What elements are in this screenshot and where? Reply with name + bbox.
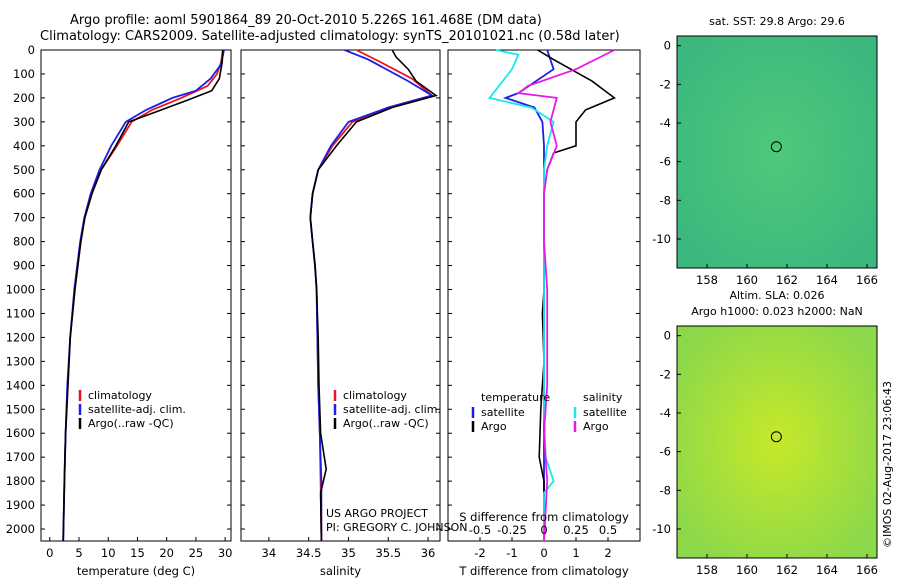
diff-t-tick-label: -1 [506, 546, 517, 560]
sla_map-lat-tick-label: -10 [652, 522, 671, 536]
depth-tick-label: 1500 [6, 402, 35, 416]
differences-series-salinity-argo [516, 49, 615, 542]
sst_map-lat-tick-label: -10 [652, 232, 671, 246]
sla_map-lon-tick-label: 166 [856, 563, 878, 577]
depth-tick-label: 100 [13, 67, 35, 81]
diff-t-tick-label: 1 [572, 546, 579, 560]
salinity-x-tick-label: 36 [421, 546, 436, 560]
diff-legend-temperature-label: satellite [481, 406, 525, 419]
sst_map-lon-tick-label: 162 [776, 273, 798, 287]
sst_map-lat-tick-label: 0 [664, 39, 671, 53]
diff-s-tick-label: 0 [540, 523, 547, 537]
sla_map-lat-tick-label: -4 [660, 406, 671, 420]
depth-tick-label: 900 [13, 259, 35, 273]
sla_map-argo-marker [770, 431, 782, 443]
figure-title-line2: Climatology: CARS2009. Satellite-adjuste… [40, 29, 620, 44]
sst_map-lon-tick-label: 160 [736, 273, 758, 287]
diff-s-tick-label: 0.25 [563, 523, 589, 537]
sst_map-title: sat. SST: 29.8 Argo: 29.6 [709, 15, 845, 28]
salinity-x-axis-label: salinity [320, 564, 361, 578]
diff-legend-temperature-title: temperature [481, 391, 550, 404]
sla_map-lon-tick-label: 164 [816, 563, 838, 577]
diff-s-axis-label: S difference from climatology [459, 510, 629, 524]
depth-tick-label: 0 [28, 43, 35, 57]
sst_map-lat-tick-label: -8 [660, 193, 671, 207]
depth-tick-label: 400 [13, 139, 35, 153]
depth-tick-label: 600 [13, 187, 35, 201]
temperature-x-tick-label: 15 [130, 546, 145, 560]
sst_map-lon-tick-label: 164 [816, 273, 838, 287]
temperature-legend-label: climatology [88, 389, 152, 402]
depth-tick-label: 1000 [6, 283, 35, 297]
salinity-series-argo-raw-qc- [309, 49, 438, 542]
sst_map-lon-tick-label: 158 [696, 273, 718, 287]
depth-tick-label: 1300 [6, 354, 35, 368]
salinity-x-tick-label: 34 [262, 546, 277, 560]
sst_map-lon-tick-label: 166 [856, 273, 878, 287]
sst_map-lat-tick-label: -2 [660, 77, 671, 91]
depth-tick-label: 1900 [6, 498, 35, 512]
sst_map-lat-tick-label: -6 [660, 155, 671, 169]
depth-tick-label: 200 [13, 91, 35, 105]
sst_map-argo-marker [770, 141, 782, 153]
temperature-x-axis-label: temperature (deg C) [77, 564, 195, 578]
temperature-x-tick-label: 10 [101, 546, 116, 560]
temperature-legend-label: satellite-adj. clim. [88, 403, 186, 416]
salinity-plot-frame [240, 49, 441, 542]
depth-tick-label: 1400 [6, 378, 35, 392]
sla_map-lon-tick-label: 158 [696, 563, 718, 577]
depth-tick-label: 1100 [6, 306, 35, 320]
depth-tick-label: 500 [13, 163, 35, 177]
depth-tick-label: 1600 [6, 426, 35, 440]
sst_map-frame [676, 35, 878, 269]
salinity-legend-label: satellite-adj. clim. [343, 403, 441, 416]
sla_map-lat-tick-label: -6 [660, 445, 671, 459]
depth-tick-label: 2000 [6, 522, 35, 536]
depth-tick-label: 700 [13, 211, 35, 225]
temperature-x-tick-label: 0 [46, 546, 53, 560]
diff-legend-salinity-label: satellite [583, 406, 627, 419]
diff-s-tick-label: -0.25 [497, 523, 527, 537]
diff-t-tick-label: 0 [540, 546, 547, 560]
diff-legend-salinity-title: salinity [583, 391, 623, 404]
diff-legend-temperature-label: Argo [481, 420, 507, 433]
salinity-x-tick-label: 35.5 [375, 546, 401, 560]
depth-tick-label: 1800 [6, 474, 35, 488]
depth-tick-label: 800 [13, 235, 35, 249]
temperature-series-argo-raw-qc- [62, 49, 224, 542]
depth-tick-label: 1700 [6, 450, 35, 464]
depth-tick-label: 300 [13, 115, 35, 129]
temperature-legend-label: Argo(..raw -QC) [88, 417, 174, 430]
sla_map-frame [676, 325, 878, 559]
salinity-legend-label: Argo(..raw -QC) [343, 417, 429, 430]
diff-legend-salinity-label: Argo [583, 420, 609, 433]
figure-title-line1: Argo profile: aoml 5901864_89 20-Oct-201… [70, 13, 542, 28]
sst_map-lat-tick-label: -4 [660, 116, 671, 130]
diff-t-tick-label: 2 [604, 546, 611, 560]
temperature-x-tick-label: 25 [189, 546, 204, 560]
sla_map-lat-tick-label: -8 [660, 483, 671, 497]
sla_map-lat-tick-label: -2 [660, 367, 671, 381]
sla_map-title-line1: Altim. SLA: 0.026 [729, 289, 824, 302]
temperature-x-tick-label: 5 [75, 546, 82, 560]
salinity-legend-label: climatology [343, 389, 407, 402]
temperature-x-tick-label: 20 [159, 546, 174, 560]
depth-tick-label: 1200 [6, 330, 35, 344]
diff-t-tick-label: -2 [474, 546, 485, 560]
diff-s-tick-label: 0.5 [599, 523, 617, 537]
sla_map-lon-tick-label: 162 [776, 563, 798, 577]
pi-annotation: PI: GREGORY C. JOHNSON [326, 521, 467, 534]
differences-x-axis-label: T difference from climatology [458, 564, 629, 578]
sla_map-lat-tick-label: 0 [664, 329, 671, 343]
project-annotation: US ARGO PROJECT [326, 507, 428, 520]
diff-s-tick-label: -0.5 [469, 523, 491, 537]
salinity-x-tick-label: 35 [341, 546, 356, 560]
sla_map-title-line2: Argo h1000: 0.023 h2000: NaN [691, 305, 863, 318]
salinity-x-tick-label: 34.5 [296, 546, 322, 560]
temperature-plot-frame [40, 49, 232, 542]
sla_map-lon-tick-label: 160 [736, 563, 758, 577]
temperature-x-tick-label: 30 [218, 546, 233, 560]
